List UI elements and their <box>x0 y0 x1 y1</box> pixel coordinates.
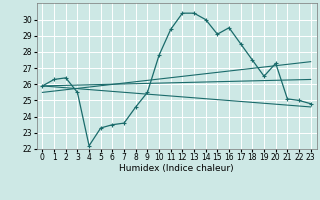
X-axis label: Humidex (Indice chaleur): Humidex (Indice chaleur) <box>119 164 234 173</box>
